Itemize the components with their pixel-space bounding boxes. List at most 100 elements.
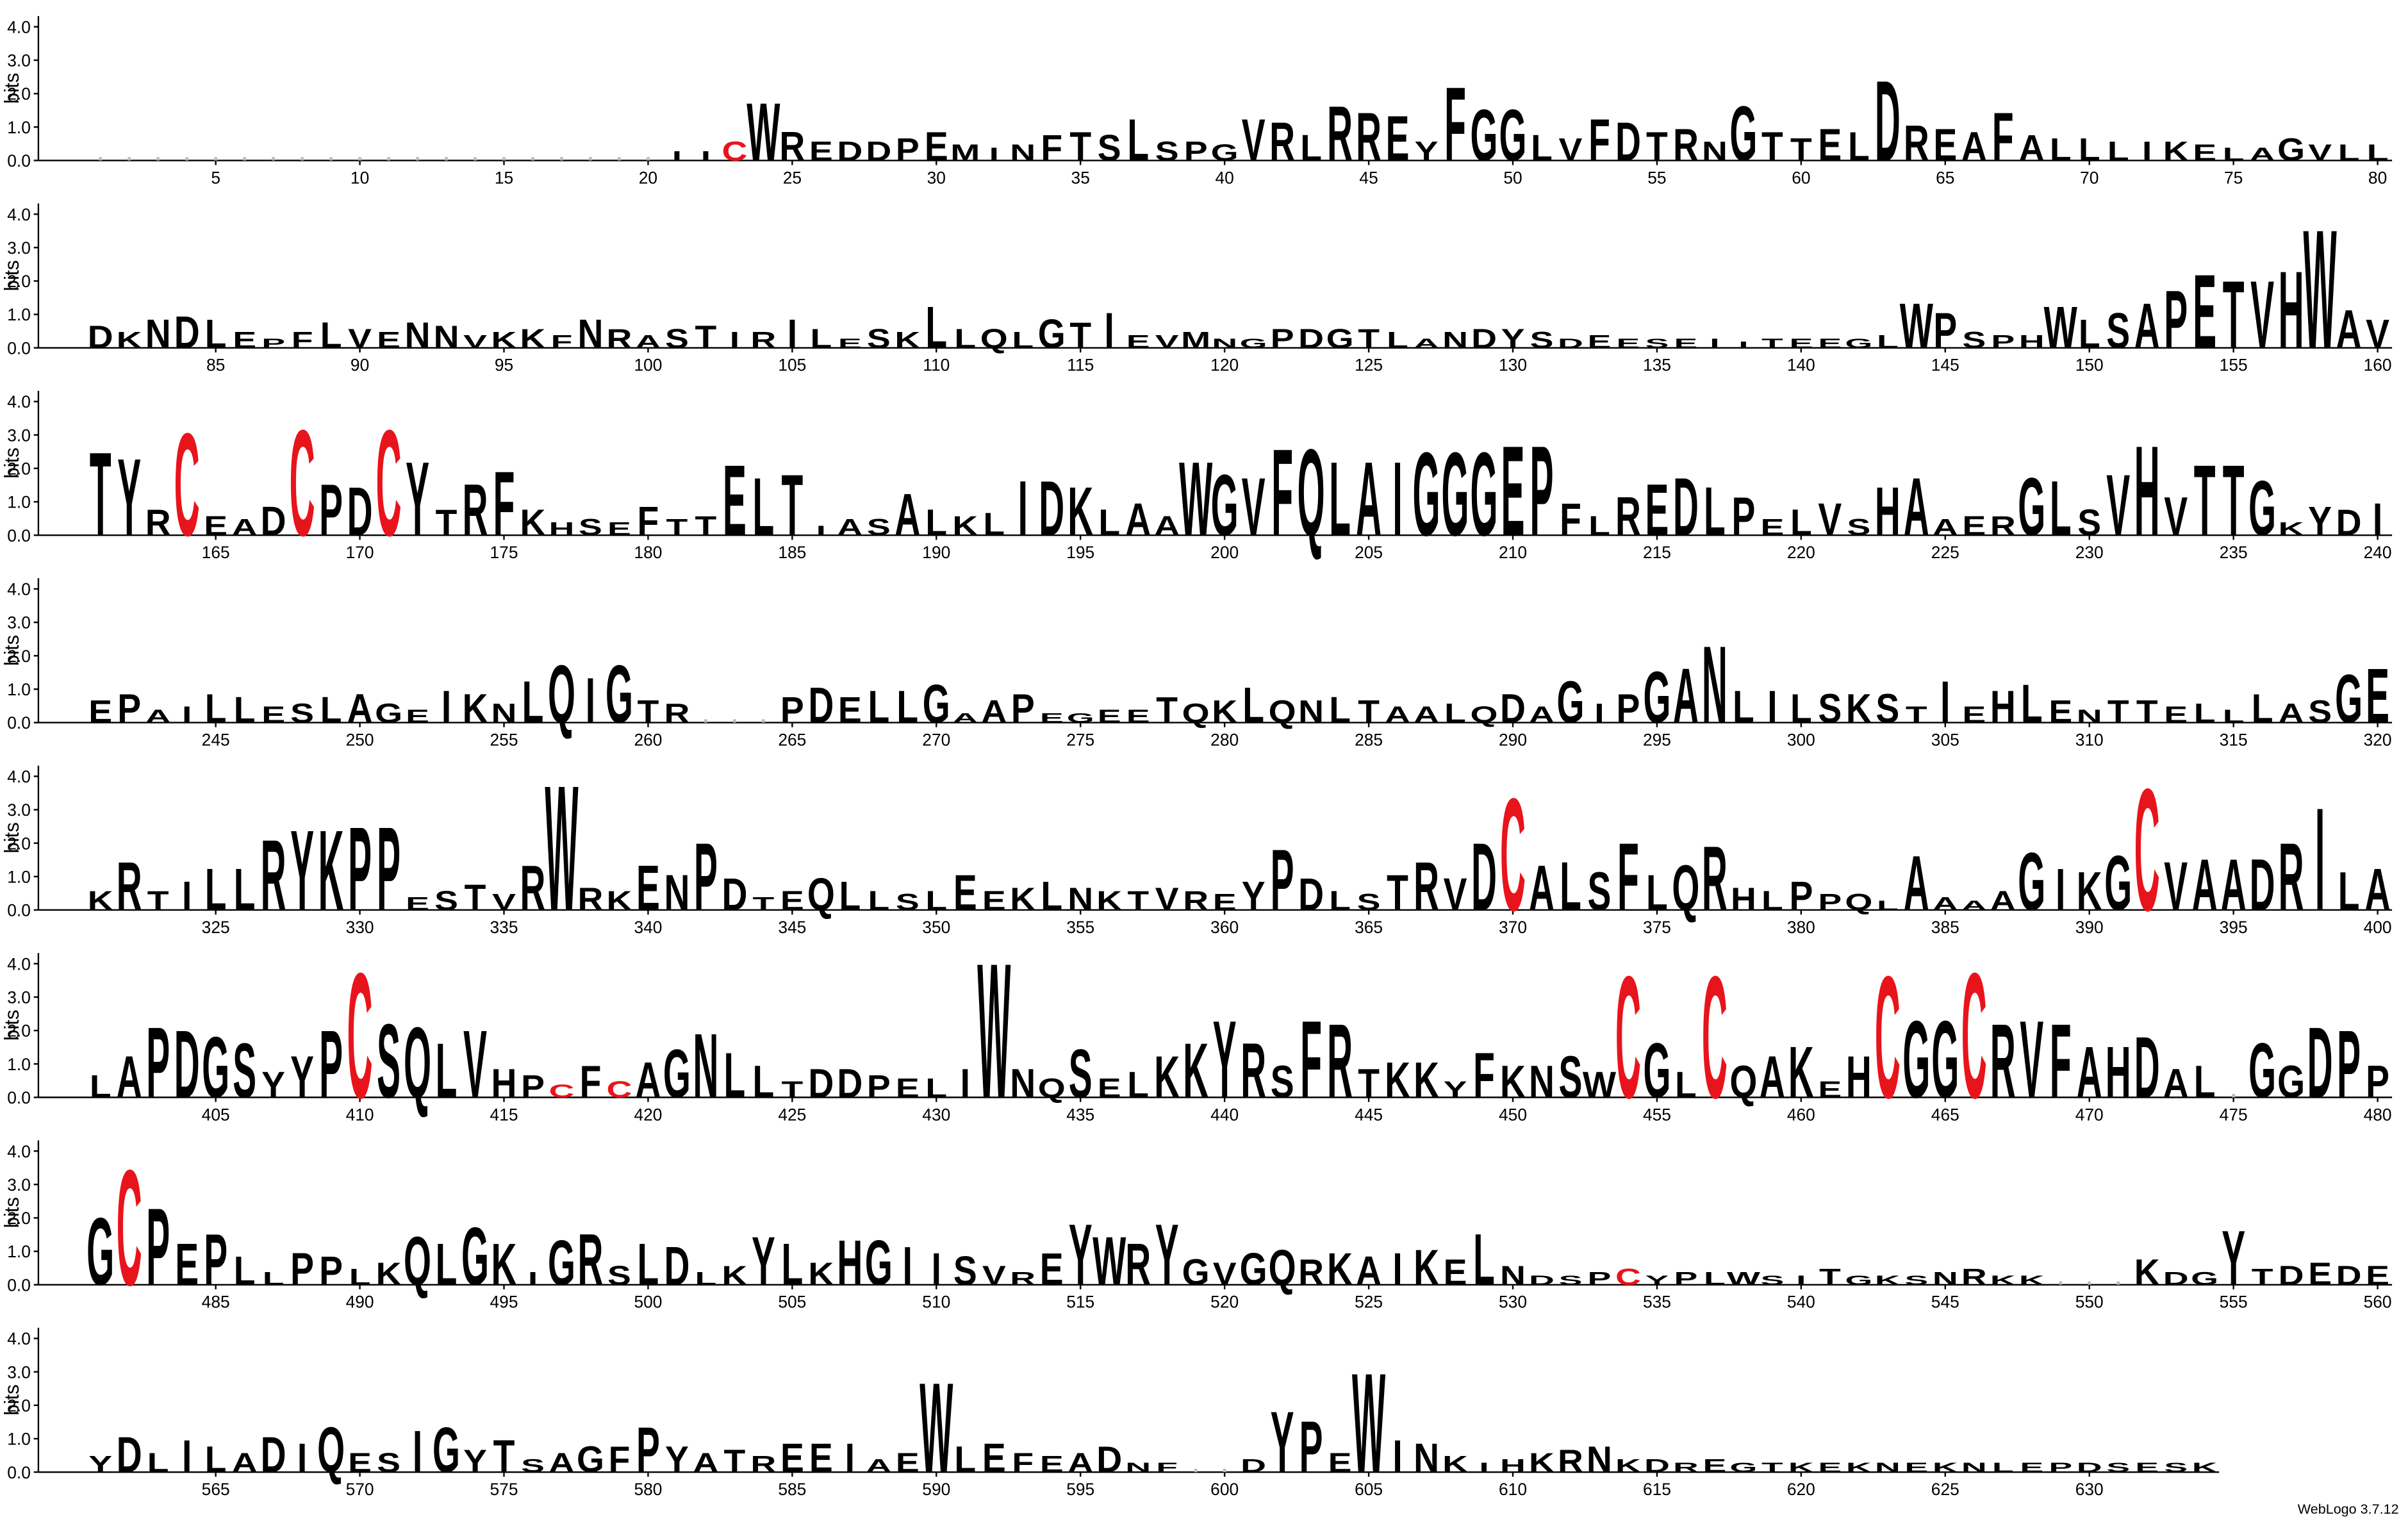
x-tick-label: 210 — [1499, 543, 1527, 562]
logo-letter: S — [1876, 686, 1899, 732]
logo-letter: G — [1643, 658, 1670, 739]
logo-letter: D — [174, 1011, 200, 1118]
x-tick-label: 520 — [1210, 1293, 1239, 1312]
logo-letter: E — [204, 511, 227, 542]
logo-letter: W — [1179, 441, 1212, 559]
logo-letter: F — [580, 1055, 602, 1107]
x-tick-label: 470 — [2075, 1105, 2104, 1124]
x-tick-label: 115 — [1067, 356, 1094, 375]
logo-letter: G — [1038, 311, 1066, 357]
logo-letter: R — [261, 818, 286, 931]
logo-letter: T — [2252, 1264, 2273, 1289]
logo-letter: P — [1991, 331, 2015, 352]
logo-letter: N — [1933, 1268, 1958, 1289]
logo-letter: G — [2191, 1268, 2218, 1289]
logo-letter: R — [578, 1220, 604, 1301]
logo-letter: P — [1271, 324, 1294, 354]
y-tick-label: 0.0 — [7, 338, 31, 358]
logo-letter: D — [722, 868, 747, 920]
logo-letter: S — [1357, 889, 1381, 915]
logo-letter: E — [780, 1435, 804, 1481]
x-tick-label: 610 — [1499, 1480, 1527, 1499]
logo-letter: L — [320, 690, 342, 731]
logo-letter: K — [2279, 519, 2304, 540]
logo-letter: I — [961, 1060, 970, 1106]
x-tick-label: 125 — [1355, 356, 1383, 375]
logo-letter: Y — [88, 1452, 112, 1477]
x-tick-label: 145 — [1931, 356, 1959, 375]
x-tick-label: 60 — [1792, 168, 1810, 187]
logo-letter: S — [2077, 502, 2101, 543]
logo-letter: R — [606, 324, 632, 354]
logo-letter: E — [925, 123, 948, 169]
logo-letter: T — [2223, 443, 2245, 556]
logo-letter: E — [175, 1232, 199, 1298]
x-tick-label: 135 — [1643, 356, 1671, 375]
logo-letter: T — [666, 515, 688, 540]
logo-letter: Q — [1845, 889, 1872, 915]
logo-letter: L — [2252, 686, 2273, 732]
x-tick-label: 150 — [2075, 356, 2104, 375]
logo-letter: A — [2365, 857, 2391, 923]
logo-letter: L — [724, 1040, 746, 1111]
logo-letter: L — [234, 690, 256, 731]
logo-letter: L — [1790, 686, 1812, 732]
x-tick-label: 495 — [490, 1293, 518, 1312]
logo-letter: A — [981, 694, 1007, 730]
logo-letter: K — [1096, 886, 1122, 916]
stack — [387, 157, 390, 161]
logo-letter: S — [867, 324, 891, 354]
y-tick-label: 2.0 — [7, 272, 31, 291]
logo-letter: L — [1704, 474, 1726, 550]
logo-letter: C — [722, 136, 747, 167]
logo-letter: S — [521, 1456, 545, 1477]
x-tick-label: 385 — [1931, 918, 1959, 937]
logo-letter: P — [1299, 1407, 1323, 1488]
logo-letter: E — [1501, 420, 1525, 563]
logo-letter: E — [1098, 1073, 1121, 1104]
logo-letter: K — [1068, 474, 1093, 550]
logo-letter: F — [1588, 108, 1610, 174]
logo-letter: H — [2019, 331, 2045, 352]
logo-letter: I — [413, 1419, 422, 1485]
logo-letter: S — [1271, 1055, 1294, 1107]
logo-letter: E — [2020, 1460, 2043, 1475]
logo-letter: L — [1675, 1064, 1697, 1105]
logo-letter: G — [1556, 670, 1584, 736]
logo-letter: T — [1906, 702, 1927, 727]
logo-letter: A — [1356, 441, 1381, 559]
logo-letter: C — [174, 403, 200, 567]
logo-letter: L — [436, 1232, 458, 1298]
logo-letter: A — [1904, 460, 1929, 552]
x-tick-label: 95 — [495, 356, 513, 375]
logo-letter: P — [1933, 302, 1957, 359]
stack — [2232, 1094, 2236, 1098]
logo-letter: S — [2308, 694, 2332, 730]
logo-letter: N — [1961, 1460, 1987, 1475]
logo-letter: L — [1127, 108, 1149, 174]
logo-letter: P — [636, 1415, 660, 1486]
logo-letter: K — [520, 324, 546, 354]
logo-letter: T — [1761, 335, 1783, 351]
logo-letter: Q — [807, 868, 835, 920]
logo-letter: A — [1529, 853, 1554, 924]
logo-letter: L — [925, 886, 947, 916]
logo-letter: L — [320, 315, 342, 356]
logo-letter: E — [1674, 335, 1697, 351]
x-tick-label: 350 — [922, 918, 950, 937]
x-tick-label: 365 — [1355, 918, 1383, 937]
logo-letter: R — [520, 853, 546, 924]
logo-letter: Q — [1672, 853, 1699, 924]
logo-letter: H — [549, 519, 575, 540]
x-tick-label: 230 — [2075, 543, 2104, 562]
logo-letter: L — [781, 1232, 803, 1298]
x-tick-label: 65 — [1936, 168, 1954, 187]
logo-letter: R — [1414, 848, 1439, 925]
logo-letter: G — [2018, 835, 2045, 927]
logo-letter: E — [2049, 694, 2072, 730]
logo-letter: P — [780, 690, 804, 731]
logo-letter: V — [2366, 311, 2389, 357]
logo-letter: C — [1961, 936, 1987, 1136]
logo-letter: E — [896, 1448, 919, 1478]
logo-letter: E — [1617, 335, 1640, 351]
